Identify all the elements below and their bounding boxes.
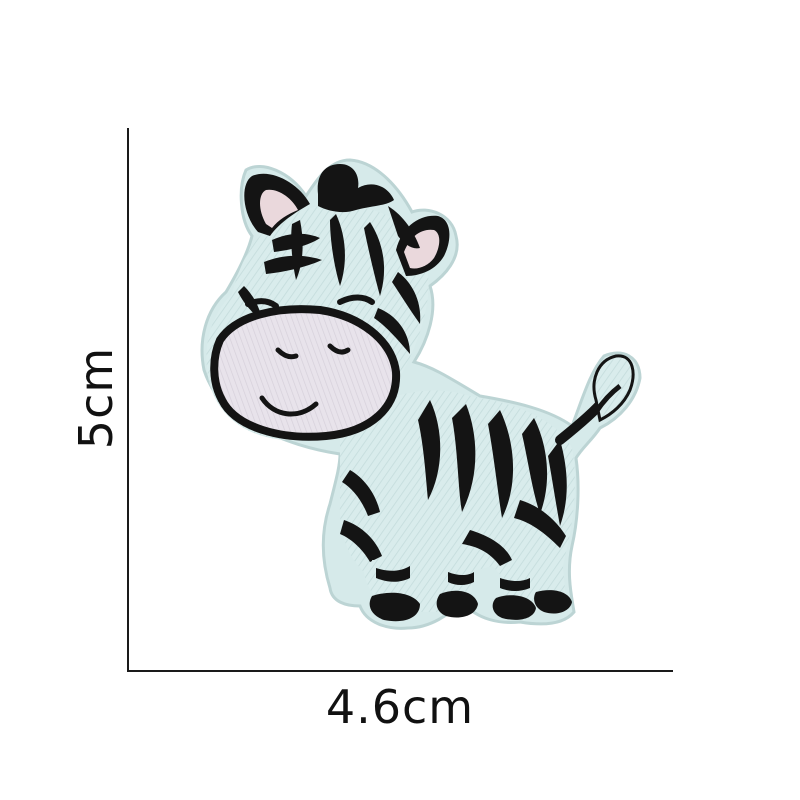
width-dimension-line <box>127 670 673 672</box>
height-label: 5cm <box>69 346 123 450</box>
head-stripes <box>238 214 421 354</box>
body-stripes <box>340 400 567 566</box>
zebra-muzzle <box>210 305 401 441</box>
height-dimension-line <box>127 128 129 672</box>
zebra-ears <box>244 173 450 276</box>
hooves <box>369 590 572 622</box>
zebra-tail <box>555 354 635 445</box>
zebra-legs <box>369 556 572 622</box>
width-label: 4.6cm <box>325 680 475 734</box>
zebra-mane <box>317 164 420 249</box>
zebra-body <box>339 390 575 612</box>
zebra-eyes <box>245 294 375 309</box>
